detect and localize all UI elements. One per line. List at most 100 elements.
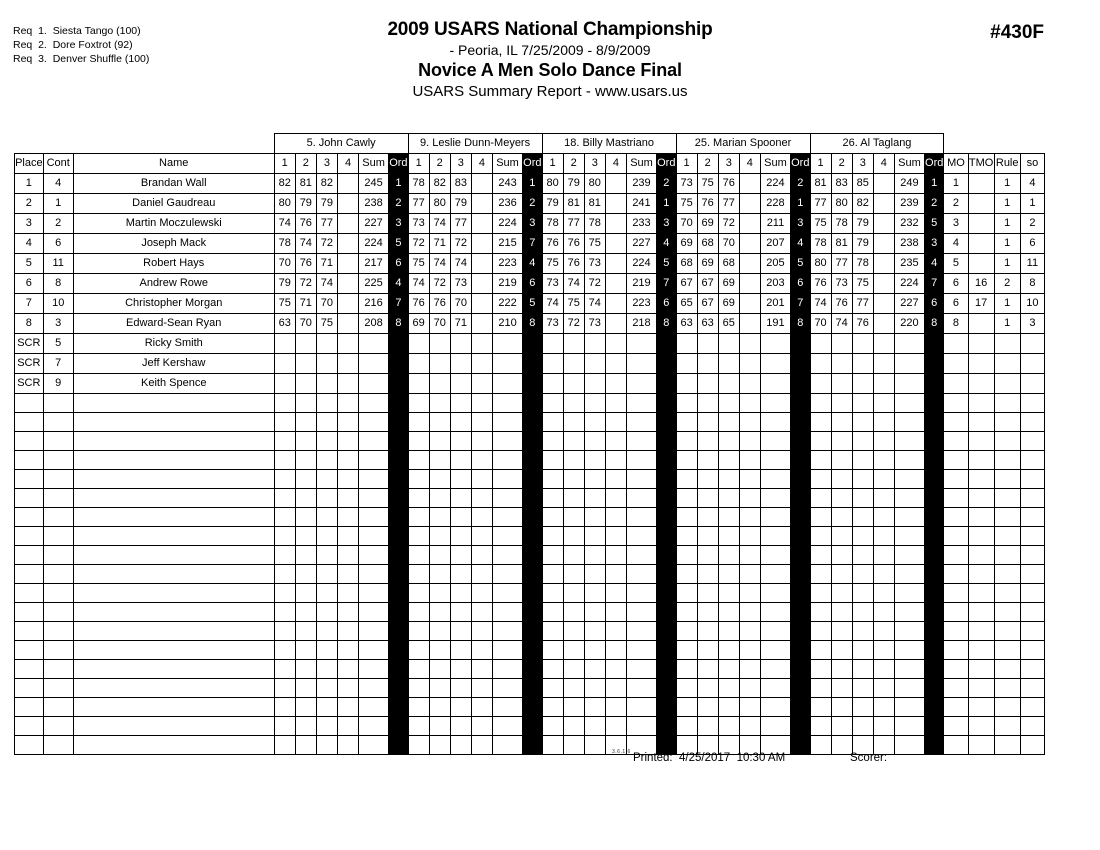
cell-j4-ord: 8 bbox=[790, 313, 811, 334]
cell-j1-score1: 80 bbox=[273, 193, 296, 214]
cell-j4-sum bbox=[759, 333, 792, 354]
cell-j1-score4 bbox=[336, 545, 360, 565]
cell-cont: 2 bbox=[42, 213, 74, 234]
cell-j4-sum bbox=[759, 507, 792, 527]
cell-j4-sum: 224 bbox=[759, 173, 792, 194]
cell-j2-score4 bbox=[470, 450, 493, 470]
cell-j3-score2 bbox=[562, 621, 585, 641]
cell-j4-score4 bbox=[738, 253, 761, 274]
cell-j4-score3 bbox=[717, 621, 740, 641]
header-cont: Cont bbox=[42, 153, 74, 174]
cell-j3-sum bbox=[625, 602, 658, 622]
cell-j3-ord: 5 bbox=[656, 253, 677, 274]
cell-j3-score3 bbox=[583, 659, 606, 679]
cell-tmo bbox=[967, 678, 995, 698]
cell-j1-score2 bbox=[294, 507, 317, 527]
cell-j5-score1 bbox=[809, 393, 832, 413]
cell-j4-score2: 75 bbox=[696, 173, 719, 194]
cell-j3-score1 bbox=[541, 621, 564, 641]
cell-cont bbox=[42, 659, 74, 679]
cell-j5-ord: 8 bbox=[924, 313, 945, 334]
cell-j4-score2 bbox=[696, 333, 719, 354]
cell-j1-score3 bbox=[315, 583, 338, 603]
cell-j3-score4 bbox=[604, 678, 627, 698]
cell-place bbox=[14, 545, 44, 565]
cell-j5-score2 bbox=[830, 621, 853, 641]
cell-j4-score4 bbox=[738, 353, 761, 374]
cell-j1-sum bbox=[358, 333, 390, 354]
cell-j2-score4 bbox=[470, 469, 493, 489]
cell-j2-score3 bbox=[449, 545, 472, 565]
cell-j1-score2 bbox=[294, 583, 317, 603]
cell-j1-score3 bbox=[315, 621, 338, 641]
cell-j5-ord bbox=[924, 393, 945, 413]
cell-j3-sum bbox=[625, 488, 658, 508]
cell-j2-score3: 71 bbox=[449, 313, 472, 334]
cell-j4-score3 bbox=[717, 488, 740, 508]
cell-j2-score3: 79 bbox=[449, 193, 472, 214]
cell-j5-score1: 74 bbox=[809, 293, 832, 314]
cell-j5-score4 bbox=[872, 450, 895, 470]
cell-j3-ord bbox=[656, 678, 677, 698]
cell-j2-score4 bbox=[470, 716, 493, 736]
cell-cont bbox=[42, 697, 74, 717]
header-place: Place bbox=[14, 153, 44, 174]
cell-j2-score3 bbox=[449, 640, 472, 660]
cell-j2-score1 bbox=[407, 431, 430, 451]
cell-j2-sum bbox=[491, 488, 524, 508]
cell-j3-score3 bbox=[583, 640, 606, 660]
cell-j3-sum bbox=[625, 621, 658, 641]
cell-j1-score3 bbox=[315, 697, 338, 717]
cell-tmo bbox=[967, 313, 995, 334]
table-row: SCR 9 Keith Spence bbox=[14, 373, 1046, 394]
cell-j1-score4 bbox=[336, 659, 360, 679]
cell-j1-score1 bbox=[273, 333, 296, 354]
cell-j3-sum bbox=[625, 564, 658, 584]
cell-place bbox=[14, 507, 44, 527]
cell-j2-score1 bbox=[407, 640, 430, 660]
cell-j5-ord bbox=[924, 735, 945, 755]
cell-j5-score3 bbox=[851, 507, 874, 527]
table-row-empty bbox=[14, 526, 1046, 546]
cell-j3-score4 bbox=[604, 564, 627, 584]
cell-mo bbox=[943, 583, 969, 603]
cell-tmo bbox=[967, 193, 995, 214]
cell-j5-score3 bbox=[851, 583, 874, 603]
cell-j1-score3 bbox=[315, 333, 338, 354]
cell-j3-score2 bbox=[562, 564, 585, 584]
cell-j5-sum bbox=[893, 678, 926, 698]
cell-j4-score4 bbox=[738, 313, 761, 334]
cell-j4-score2 bbox=[696, 564, 719, 584]
cell-j2-sum bbox=[491, 333, 524, 354]
cell-j1-score1 bbox=[273, 659, 296, 679]
cell-j3-score2 bbox=[562, 659, 585, 679]
cell-j1-score3 bbox=[315, 393, 338, 413]
cell-so bbox=[1019, 640, 1046, 660]
cell-j4-score1 bbox=[675, 564, 698, 584]
cell-j4-score4 bbox=[738, 213, 761, 234]
cell-j5-score4 bbox=[872, 273, 895, 294]
cell-j4-ord bbox=[790, 333, 811, 354]
cell-j1-score3: 70 bbox=[315, 293, 338, 314]
cell-j3-score2: 77 bbox=[562, 213, 585, 234]
cell-j2-ord bbox=[522, 640, 543, 660]
cell-j2-ord bbox=[522, 678, 543, 698]
cell-j4-sum bbox=[759, 602, 792, 622]
cell-j3-score2 bbox=[562, 640, 585, 660]
cell-j2-ord bbox=[522, 583, 543, 603]
table-row-empty bbox=[14, 583, 1046, 603]
cell-tmo bbox=[967, 716, 995, 736]
cell-j3-score3 bbox=[583, 431, 606, 451]
cell-tmo bbox=[967, 213, 995, 234]
cell-j4-sum bbox=[759, 469, 792, 489]
cell-j5-score2 bbox=[830, 697, 853, 717]
cell-j2-ord: 6 bbox=[522, 273, 543, 294]
cell-j4-score3 bbox=[717, 526, 740, 546]
cell-place bbox=[14, 640, 44, 660]
cell-j2-score3 bbox=[449, 393, 472, 413]
cell-j1-sum: 238 bbox=[358, 193, 390, 214]
cell-j1-sum bbox=[358, 412, 390, 432]
cell-j2-score3: 83 bbox=[449, 173, 472, 194]
cell-j2-score3: 72 bbox=[449, 233, 472, 254]
cell-tmo bbox=[967, 353, 995, 374]
